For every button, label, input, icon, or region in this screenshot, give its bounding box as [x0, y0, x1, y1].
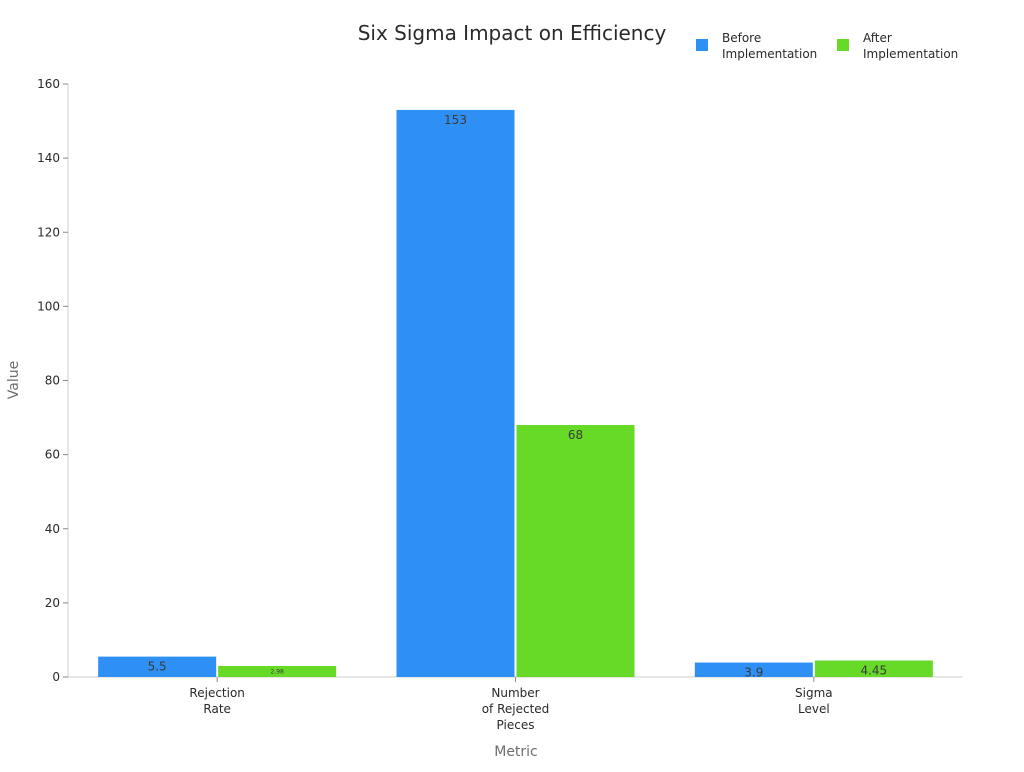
legend-label-line: Before — [722, 31, 761, 45]
y-tick-label: 0 — [52, 670, 60, 684]
y-tick-label: 140 — [37, 151, 60, 165]
x-tick-label-line: of Rejected — [482, 702, 550, 716]
y-tick-label: 80 — [45, 374, 60, 388]
legend-swatch-0 — [696, 39, 708, 51]
legend-label-line: Implementation — [722, 47, 817, 61]
x-tick-label-1: Number of Rejected Pieces — [482, 686, 550, 732]
legend-label-1: After Implementation — [863, 31, 958, 61]
data-label-series-0-category-0: 5.5 — [148, 660, 167, 674]
data-label-series-1-category-0: 2.98 — [270, 668, 284, 675]
y-tick-label: 160 — [37, 77, 60, 91]
y-tick-label: 60 — [45, 448, 60, 462]
labels-layer: 5.5 2.98 153 68 3.9 4.45 — [148, 113, 888, 680]
y-tick-label: 100 — [37, 299, 60, 313]
legend-label-line: After — [863, 31, 892, 45]
x-tick-label-line: Level — [798, 702, 830, 716]
legend-swatch-1 — [837, 39, 849, 51]
bar-series-0-category-0 — [98, 656, 217, 677]
bar-series-1-category-0 — [218, 665, 337, 677]
bar-series-0-category-1 — [396, 109, 515, 678]
chart-title: Six Sigma Impact on Efficiency — [358, 21, 667, 45]
x-tick-label-line: Number — [491, 686, 539, 700]
y-axis-title: Value — [6, 361, 22, 399]
x-tick-label-2: Sigma Level — [795, 686, 833, 716]
x-axis-title: Metric — [494, 744, 538, 760]
legend-label-0: Before Implementation — [722, 31, 817, 61]
bar-series-1-category-2 — [814, 660, 933, 677]
x-tick-label-line: Rejection — [189, 686, 244, 700]
data-label-series-1-category-1: 68 — [568, 428, 583, 442]
x-tick-label-line: Sigma — [795, 686, 833, 700]
bar-series-0-category-2 — [694, 662, 813, 677]
bars-layer — [98, 109, 933, 678]
legend-label-line: Implementation — [863, 47, 958, 61]
data-label-series-1-category-2: 4.45 — [860, 664, 887, 678]
data-label-series-0-category-2: 3.9 — [744, 666, 763, 680]
y-tick-label: 20 — [45, 596, 60, 610]
x-tick-label-0: Rejection Rate — [189, 686, 244, 716]
y-tick-label: 40 — [45, 522, 60, 536]
data-label-series-0-category-1: 153 — [444, 113, 467, 127]
y-tick-label: 120 — [37, 225, 60, 239]
bar-series-1-category-1 — [516, 424, 635, 677]
x-tick-label-line: Rate — [203, 702, 231, 716]
x-tick-label-line: Pieces — [497, 718, 535, 732]
legend: Before Implementation After Implementation — [696, 31, 958, 61]
axes-layer: 0 20 40 60 80 100 120 140 160 Rejection Rate Number… — [37, 77, 963, 732]
